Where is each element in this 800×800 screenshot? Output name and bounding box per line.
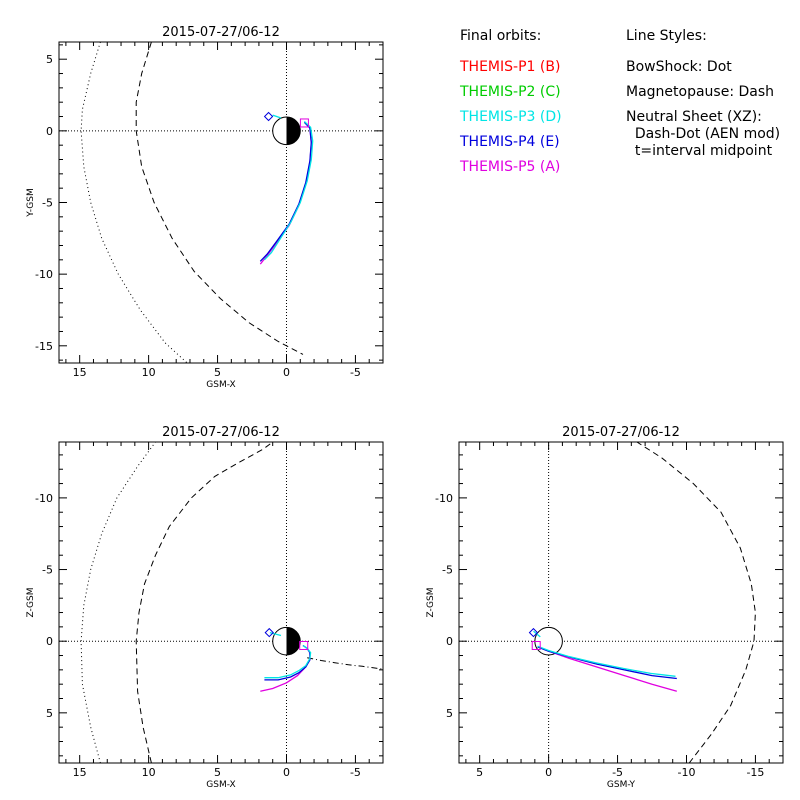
orbit-series-4 bbox=[533, 630, 541, 638]
legend-entry-p1: THEMIS-P1 (B) bbox=[459, 59, 560, 75]
plot-panel-xz: 2015-07-27/06-12 15 10 5 0 -5 5 0 -5 -10 GSM-X Z-GS… bbox=[26, 425, 384, 790]
start-marker-diamond bbox=[528, 627, 539, 638]
plot-area bbox=[459, 442, 783, 763]
x-axis-label: GSM-X bbox=[206, 780, 235, 790]
magnetopause-curve bbox=[135, 42, 304, 355]
axis-ticks bbox=[59, 42, 384, 363]
x-tick-label: -5 bbox=[612, 766, 623, 779]
earth-night-side bbox=[286, 117, 301, 145]
plot-frame bbox=[58, 41, 384, 364]
y-tick-label: 5 bbox=[446, 707, 453, 720]
orbit-series-2 bbox=[537, 646, 677, 680]
orbit-series-3 bbox=[264, 644, 312, 679]
plot-area bbox=[59, 42, 383, 363]
y-tick-label: -10 bbox=[35, 492, 53, 505]
orbit-series-2 bbox=[259, 121, 312, 262]
bow-shock-curve bbox=[80, 442, 156, 763]
y-tick-label: 0 bbox=[46, 125, 53, 138]
y-tick-label: 0 bbox=[46, 635, 53, 648]
x-tick-label: 0 bbox=[545, 766, 552, 779]
end-marker-square bbox=[531, 640, 541, 650]
orbit-series-4 bbox=[272, 114, 282, 119]
x-tick-label: 0 bbox=[283, 766, 290, 779]
legend-entry-p5: THEMIS-P5 (A) bbox=[459, 159, 560, 175]
start-marker-diamond bbox=[264, 627, 274, 638]
styles-heading: Line Styles: bbox=[626, 28, 707, 44]
x-tick-label: -15 bbox=[746, 766, 764, 779]
end-marker-square bbox=[299, 118, 309, 128]
orbit-series-3 bbox=[263, 121, 314, 261]
plot-frame bbox=[458, 441, 784, 764]
bow-shock-curve bbox=[80, 42, 188, 363]
y-tick-label: 5 bbox=[46, 53, 53, 66]
y-tick-label: 5 bbox=[46, 707, 53, 720]
style-magnetopause: Magnetopause: Dash bbox=[626, 84, 774, 100]
panel-title: 2015-07-27/06-12 bbox=[562, 425, 680, 440]
y-tick-label: -10 bbox=[435, 492, 453, 505]
y-tick-label: -5 bbox=[42, 564, 53, 577]
orbit-series-3 bbox=[537, 645, 676, 677]
end-marker-square bbox=[299, 640, 309, 650]
plot-area bbox=[59, 442, 383, 763]
style-bowshock: BowShock: Dot bbox=[626, 59, 732, 75]
axis-ticks bbox=[459, 442, 784, 763]
y-tick-label: -5 bbox=[42, 197, 53, 210]
x-tick-label: 5 bbox=[214, 366, 221, 379]
orbit-series-4 bbox=[269, 631, 282, 637]
axis-ticks bbox=[59, 442, 384, 763]
panel-title: 2015-07-27/06-12 bbox=[162, 25, 280, 40]
orbits-heading: Final orbits: bbox=[460, 28, 541, 44]
style-neutral-sheet-time: t=interval midpoint bbox=[626, 143, 773, 159]
x-tick-label: -5 bbox=[350, 366, 361, 379]
x-tick-label: 5 bbox=[476, 766, 483, 779]
x-tick-label: 15 bbox=[73, 366, 87, 379]
x-tick-label: 0 bbox=[283, 366, 290, 379]
y-axis-label: Z-GSM bbox=[426, 587, 436, 617]
neutral-sheet-curve bbox=[307, 657, 383, 670]
x-tick-label: -10 bbox=[678, 766, 696, 779]
plot-frame bbox=[58, 441, 384, 764]
x-tick-label: 10 bbox=[142, 366, 156, 379]
x-tick-label: -5 bbox=[350, 766, 361, 779]
plot-panel-yz: 2015-07-27/06-12 5 0 -5 -10 -15 5 0 -5 -10 GSM-Y Z-… bbox=[426, 425, 784, 790]
x-tick-label: 15 bbox=[73, 766, 87, 779]
style-neutral-sheet: Neutral Sheet (XZ): bbox=[626, 109, 762, 125]
x-tick-label: 5 bbox=[214, 766, 221, 779]
start-marker-diamond bbox=[263, 111, 274, 122]
magnetopause-curve bbox=[135, 442, 273, 763]
legend-entry-p4: THEMIS-P4 (E) bbox=[459, 134, 560, 150]
earth-night-side bbox=[286, 627, 301, 655]
y-axis-label: Y-GSM bbox=[26, 188, 36, 217]
y-axis-label: Z-GSM bbox=[26, 587, 36, 617]
x-axis-label: GSM-X bbox=[206, 380, 235, 390]
panel-title: 2015-07-27/06-12 bbox=[162, 425, 280, 440]
x-tick-label: 10 bbox=[142, 766, 156, 779]
y-tick-label: 0 bbox=[446, 635, 453, 648]
legend-entry-p2: THEMIS-P2 (C) bbox=[459, 84, 561, 100]
line-style-legend: Line Styles: BowShock: Dot Magnetopause:… bbox=[626, 28, 780, 159]
y-tick-label: -10 bbox=[35, 268, 53, 281]
legend-entry-p3: THEMIS-P3 (D) bbox=[459, 109, 562, 125]
x-axis-label: GSM-Y bbox=[607, 780, 636, 790]
y-tick-label: -15 bbox=[35, 340, 53, 353]
plot-panel-xy: 2015-07-27/06-12 15 10 5 0 -5 5 0 -5 -10 -15 GSM-X Y… bbox=[26, 25, 384, 390]
magnetopause-curve bbox=[636, 442, 756, 763]
y-tick-label: -5 bbox=[442, 564, 453, 577]
style-neutral-sheet-dashdot: Dash-Dot (AEN mod) bbox=[626, 126, 780, 142]
orbit-legend: Final orbits: THEMIS-P1 (B) THEMIS-P2 (C… bbox=[459, 28, 562, 175]
